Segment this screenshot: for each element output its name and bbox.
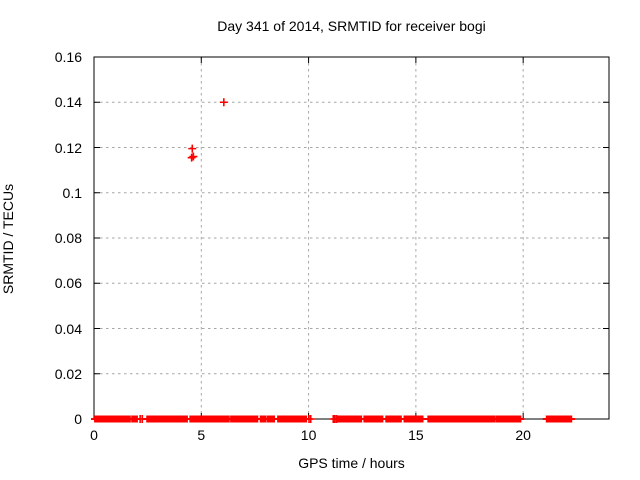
x-tick-label: 15	[408, 427, 424, 443]
zero-band-segment	[336, 415, 348, 423]
zero-band-segment	[115, 415, 125, 423]
zero-band-segment	[123, 415, 131, 423]
y-tick-label: 0.14	[54, 94, 82, 111]
zero-band-segment	[176, 415, 188, 423]
zero-band-segment	[259, 415, 267, 423]
zero-band-segment	[444, 415, 455, 423]
data-point-outlier	[187, 153, 196, 162]
zero-band-segment	[363, 415, 372, 423]
zero-band-segment	[495, 415, 505, 423]
x-axis-label: GPS time / hours	[298, 455, 405, 471]
data-point-outlier	[219, 98, 228, 107]
x-tick-label: 5	[197, 427, 206, 443]
y-tick-label: 0.02	[54, 365, 82, 382]
y-tick-label: 0.12	[54, 139, 82, 156]
x-tick-label: 20	[515, 427, 531, 443]
zero-band-segment	[545, 415, 573, 423]
zero-band-segment	[295, 415, 308, 423]
zero-band-segment	[189, 415, 198, 423]
zero-band-segment	[403, 415, 413, 423]
zero-band-segment	[169, 415, 178, 423]
y-tick-label: 0.1	[62, 184, 82, 201]
zero-band-segment	[385, 415, 396, 423]
zero-band-segment	[394, 415, 402, 423]
data-point-zero	[306, 415, 315, 423]
zero-band-segment	[453, 415, 462, 423]
y-tick-label: 0	[74, 411, 82, 427]
zero-band-segment	[461, 415, 472, 423]
zero-band-segment	[288, 415, 297, 423]
y-tick-label: 0.08	[54, 230, 82, 246]
zero-band-segment	[504, 415, 522, 423]
zero-band-segment	[131, 415, 138, 423]
x-tick-label: 10	[300, 427, 317, 443]
data-point-outlier	[188, 144, 197, 153]
zero-band-segment	[267, 415, 276, 423]
zero-band-segment	[160, 415, 170, 423]
chart-title: Day 341 of 2014, SRMTID for receiver bog…	[217, 18, 486, 34]
zero-band-segment	[427, 415, 437, 423]
plot-border	[93, 56, 610, 420]
zero-band-segment	[234, 415, 244, 423]
x-tick-label: 0	[90, 427, 98, 443]
zero-band-segment	[470, 415, 483, 423]
y-tick-label: 0.16	[54, 49, 82, 65]
zero-band-segment	[411, 415, 424, 423]
data-point-zero	[138, 415, 147, 423]
zero-band-segment	[346, 415, 363, 423]
zero-band-segment	[241, 415, 259, 423]
zero-band-segment	[196, 415, 230, 423]
zero-band-segment	[281, 415, 289, 423]
zero-band-segment	[435, 415, 446, 423]
y-tick-label: 0.04	[54, 320, 82, 337]
y-tick-label: 0.06	[54, 275, 82, 292]
data-point-outlier	[189, 152, 198, 161]
zero-band-segment	[370, 415, 384, 423]
data-point-zero	[332, 415, 341, 423]
zero-band-segment	[97, 415, 105, 423]
